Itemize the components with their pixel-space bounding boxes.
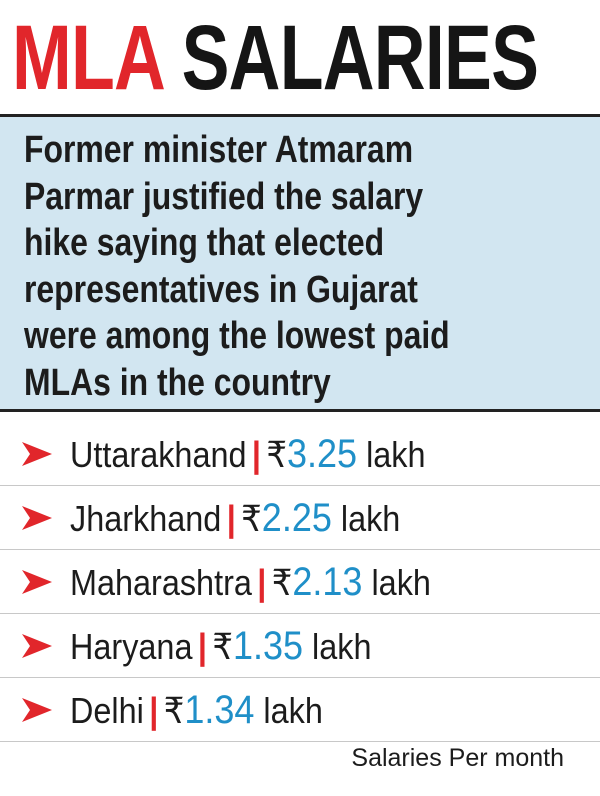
title-rest: SALARIES — [181, 7, 539, 109]
list-row: Uttarakhand | ₹3.25 lakh — [0, 422, 600, 486]
unit: lakh — [312, 626, 372, 667]
amount: 1.34 — [184, 688, 255, 732]
unit: lakh — [371, 562, 431, 603]
currency: ₹ — [271, 562, 293, 603]
arrow-shape — [22, 442, 52, 466]
arrow-icon — [22, 506, 52, 530]
row-text: Haryana | ₹1.35 lakh — [70, 614, 371, 678]
arrow-icon — [22, 634, 52, 658]
unit: lakh — [366, 434, 426, 475]
arrow-icon — [22, 698, 52, 722]
unit: lakh — [263, 690, 323, 731]
amount: 3.25 — [286, 432, 358, 476]
state-name: Haryana — [70, 626, 193, 667]
row-text: Delhi | ₹1.34 lakh — [70, 678, 323, 742]
amount: 2.25 — [261, 496, 332, 540]
amount: 2.13 — [292, 560, 363, 604]
salary-list: Uttarakhand | ₹3.25 lakh Jharkhand | ₹2.25 la… — [0, 422, 600, 742]
list-row: Delhi | ₹1.34 lakh — [0, 678, 600, 742]
description-line: hike saying that elected — [24, 222, 385, 264]
arrow-shape — [22, 506, 52, 530]
currency: ₹ — [212, 626, 233, 667]
arrow-icon — [22, 570, 52, 594]
arrow-icon — [22, 442, 52, 466]
list-row: Haryana | ₹1.35 lakh — [0, 614, 600, 678]
currency: ₹ — [163, 690, 185, 731]
description-line: MLAs in the country — [24, 361, 331, 404]
state-name: Delhi — [70, 690, 144, 731]
arrow-shape — [22, 634, 52, 658]
row-text: Uttarakhand | ₹3.25 lakh — [70, 422, 426, 486]
state-name: Maharashtra — [70, 562, 252, 603]
description-box: Former minister Atmaram Parmar justified … — [0, 114, 600, 412]
row-text: Jharkhand | ₹2.25 lakh — [70, 486, 400, 550]
amount: 1.35 — [232, 624, 304, 668]
title-highlight: MLA — [12, 7, 163, 109]
description-line: representatives in Gujarat — [24, 268, 418, 311]
title: MLA SALARIES — [12, 7, 539, 109]
currency: ₹ — [241, 498, 262, 539]
separator: | — [149, 690, 159, 731]
currency: ₹ — [266, 434, 287, 475]
description-line: Former minister Atmaram — [24, 129, 414, 171]
description-line: were among the lowest paid — [24, 315, 450, 357]
arrow-shape — [22, 570, 52, 594]
list-row: Maharashtra | ₹2.13 lakh — [0, 550, 600, 614]
list-row: Jharkhand | ₹2.25 lakh — [0, 486, 600, 550]
description-line: Parmar justified the salary — [24, 175, 424, 218]
state-name: Jharkhand — [70, 498, 222, 539]
row-text: Maharashtra | ₹2.13 lakh — [70, 550, 431, 614]
unit: lakh — [340, 498, 401, 539]
separator: | — [251, 434, 261, 475]
separator: | — [257, 562, 267, 603]
arrow-shape — [22, 698, 52, 722]
state-name: Uttarakhand — [70, 434, 247, 475]
footnote: Salaries Per month — [351, 744, 564, 772]
separator: | — [197, 626, 207, 667]
separator: | — [226, 498, 236, 539]
